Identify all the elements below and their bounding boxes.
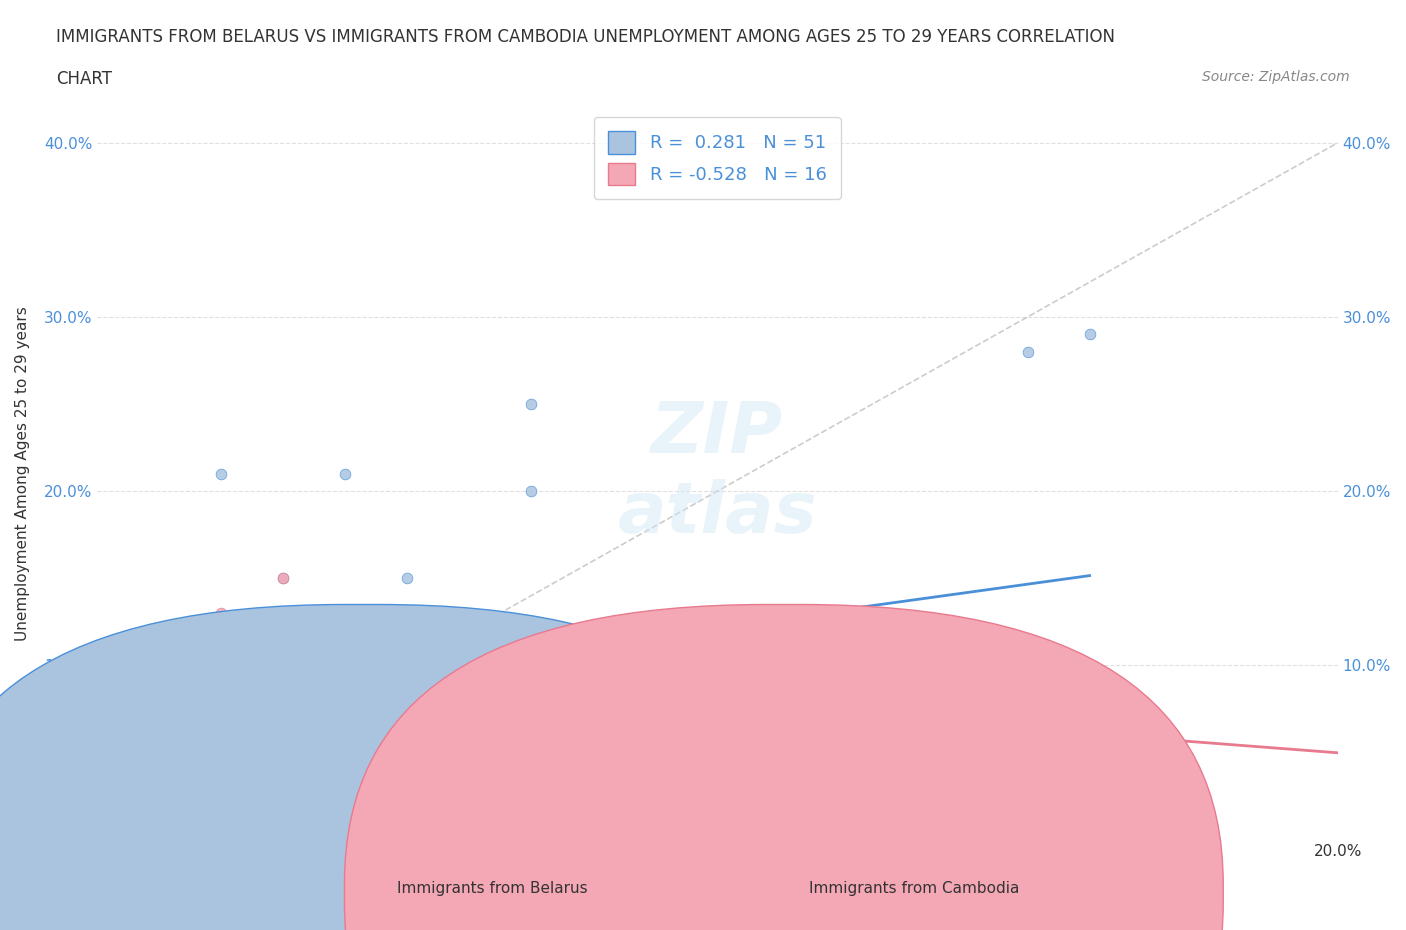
- Point: [148, 727, 170, 742]
- Point: [86, 675, 108, 690]
- Point: [582, 710, 605, 724]
- Point: [209, 466, 232, 481]
- Point: [209, 710, 232, 724]
- Point: [148, 658, 170, 672]
- Point: [1140, 727, 1163, 742]
- Point: [209, 675, 232, 690]
- Point: [582, 693, 605, 708]
- Legend: R =  0.281   N = 51, R = -0.528   N = 16: R = 0.281 N = 51, R = -0.528 N = 16: [593, 117, 841, 199]
- Text: Immigrants from Belarus: Immigrants from Belarus: [396, 881, 588, 896]
- Point: [209, 745, 232, 760]
- Point: [209, 605, 232, 620]
- Point: [148, 693, 170, 708]
- Point: [335, 693, 357, 708]
- Point: [335, 693, 357, 708]
- Point: [335, 466, 357, 481]
- Point: [271, 710, 294, 724]
- Point: [86, 693, 108, 708]
- Point: [1017, 344, 1039, 359]
- Point: [396, 710, 419, 724]
- Point: [520, 710, 543, 724]
- Point: [271, 727, 294, 742]
- Point: [148, 693, 170, 708]
- Point: [955, 693, 977, 708]
- Y-axis label: Unemployment Among Ages 25 to 29 years: Unemployment Among Ages 25 to 29 years: [15, 306, 30, 641]
- Point: [582, 675, 605, 690]
- Point: [706, 710, 728, 724]
- Point: [458, 710, 481, 724]
- Point: [1078, 327, 1101, 342]
- Point: [955, 710, 977, 724]
- Point: [86, 693, 108, 708]
- Point: [148, 710, 170, 724]
- Point: [893, 675, 915, 690]
- Point: [271, 693, 294, 708]
- Point: [768, 693, 790, 708]
- Point: [271, 571, 294, 586]
- Text: IMMIGRANTS FROM BELARUS VS IMMIGRANTS FROM CAMBODIA UNEMPLOYMENT AMONG AGES 25 T: IMMIGRANTS FROM BELARUS VS IMMIGRANTS FR…: [56, 28, 1115, 46]
- Point: [271, 710, 294, 724]
- Point: [86, 727, 108, 742]
- Point: [520, 484, 543, 498]
- Point: [396, 693, 419, 708]
- Point: [148, 745, 170, 760]
- Point: [830, 693, 852, 708]
- Point: [396, 571, 419, 586]
- Point: [582, 675, 605, 690]
- Point: [148, 675, 170, 690]
- Text: ZIP
atlas: ZIP atlas: [617, 399, 817, 548]
- Point: [955, 710, 977, 724]
- Point: [396, 693, 419, 708]
- Point: [209, 675, 232, 690]
- Text: Immigrants from Cambodia: Immigrants from Cambodia: [808, 881, 1019, 896]
- Text: Source: ZipAtlas.com: Source: ZipAtlas.com: [1202, 70, 1350, 84]
- Text: CHART: CHART: [56, 70, 112, 87]
- Point: [396, 710, 419, 724]
- Point: [335, 710, 357, 724]
- Point: [148, 623, 170, 638]
- Point: [86, 675, 108, 690]
- Point: [209, 727, 232, 742]
- Point: [644, 710, 666, 724]
- Point: [520, 396, 543, 411]
- Point: [458, 727, 481, 742]
- Point: [271, 693, 294, 708]
- Point: [706, 693, 728, 708]
- Point: [706, 675, 728, 690]
- Point: [86, 658, 108, 672]
- Point: [86, 745, 108, 760]
- Point: [209, 693, 232, 708]
- Point: [458, 693, 481, 708]
- Point: [644, 675, 666, 690]
- Point: [148, 727, 170, 742]
- Point: [86, 710, 108, 724]
- Point: [86, 693, 108, 708]
- Point: [271, 571, 294, 586]
- Point: [86, 710, 108, 724]
